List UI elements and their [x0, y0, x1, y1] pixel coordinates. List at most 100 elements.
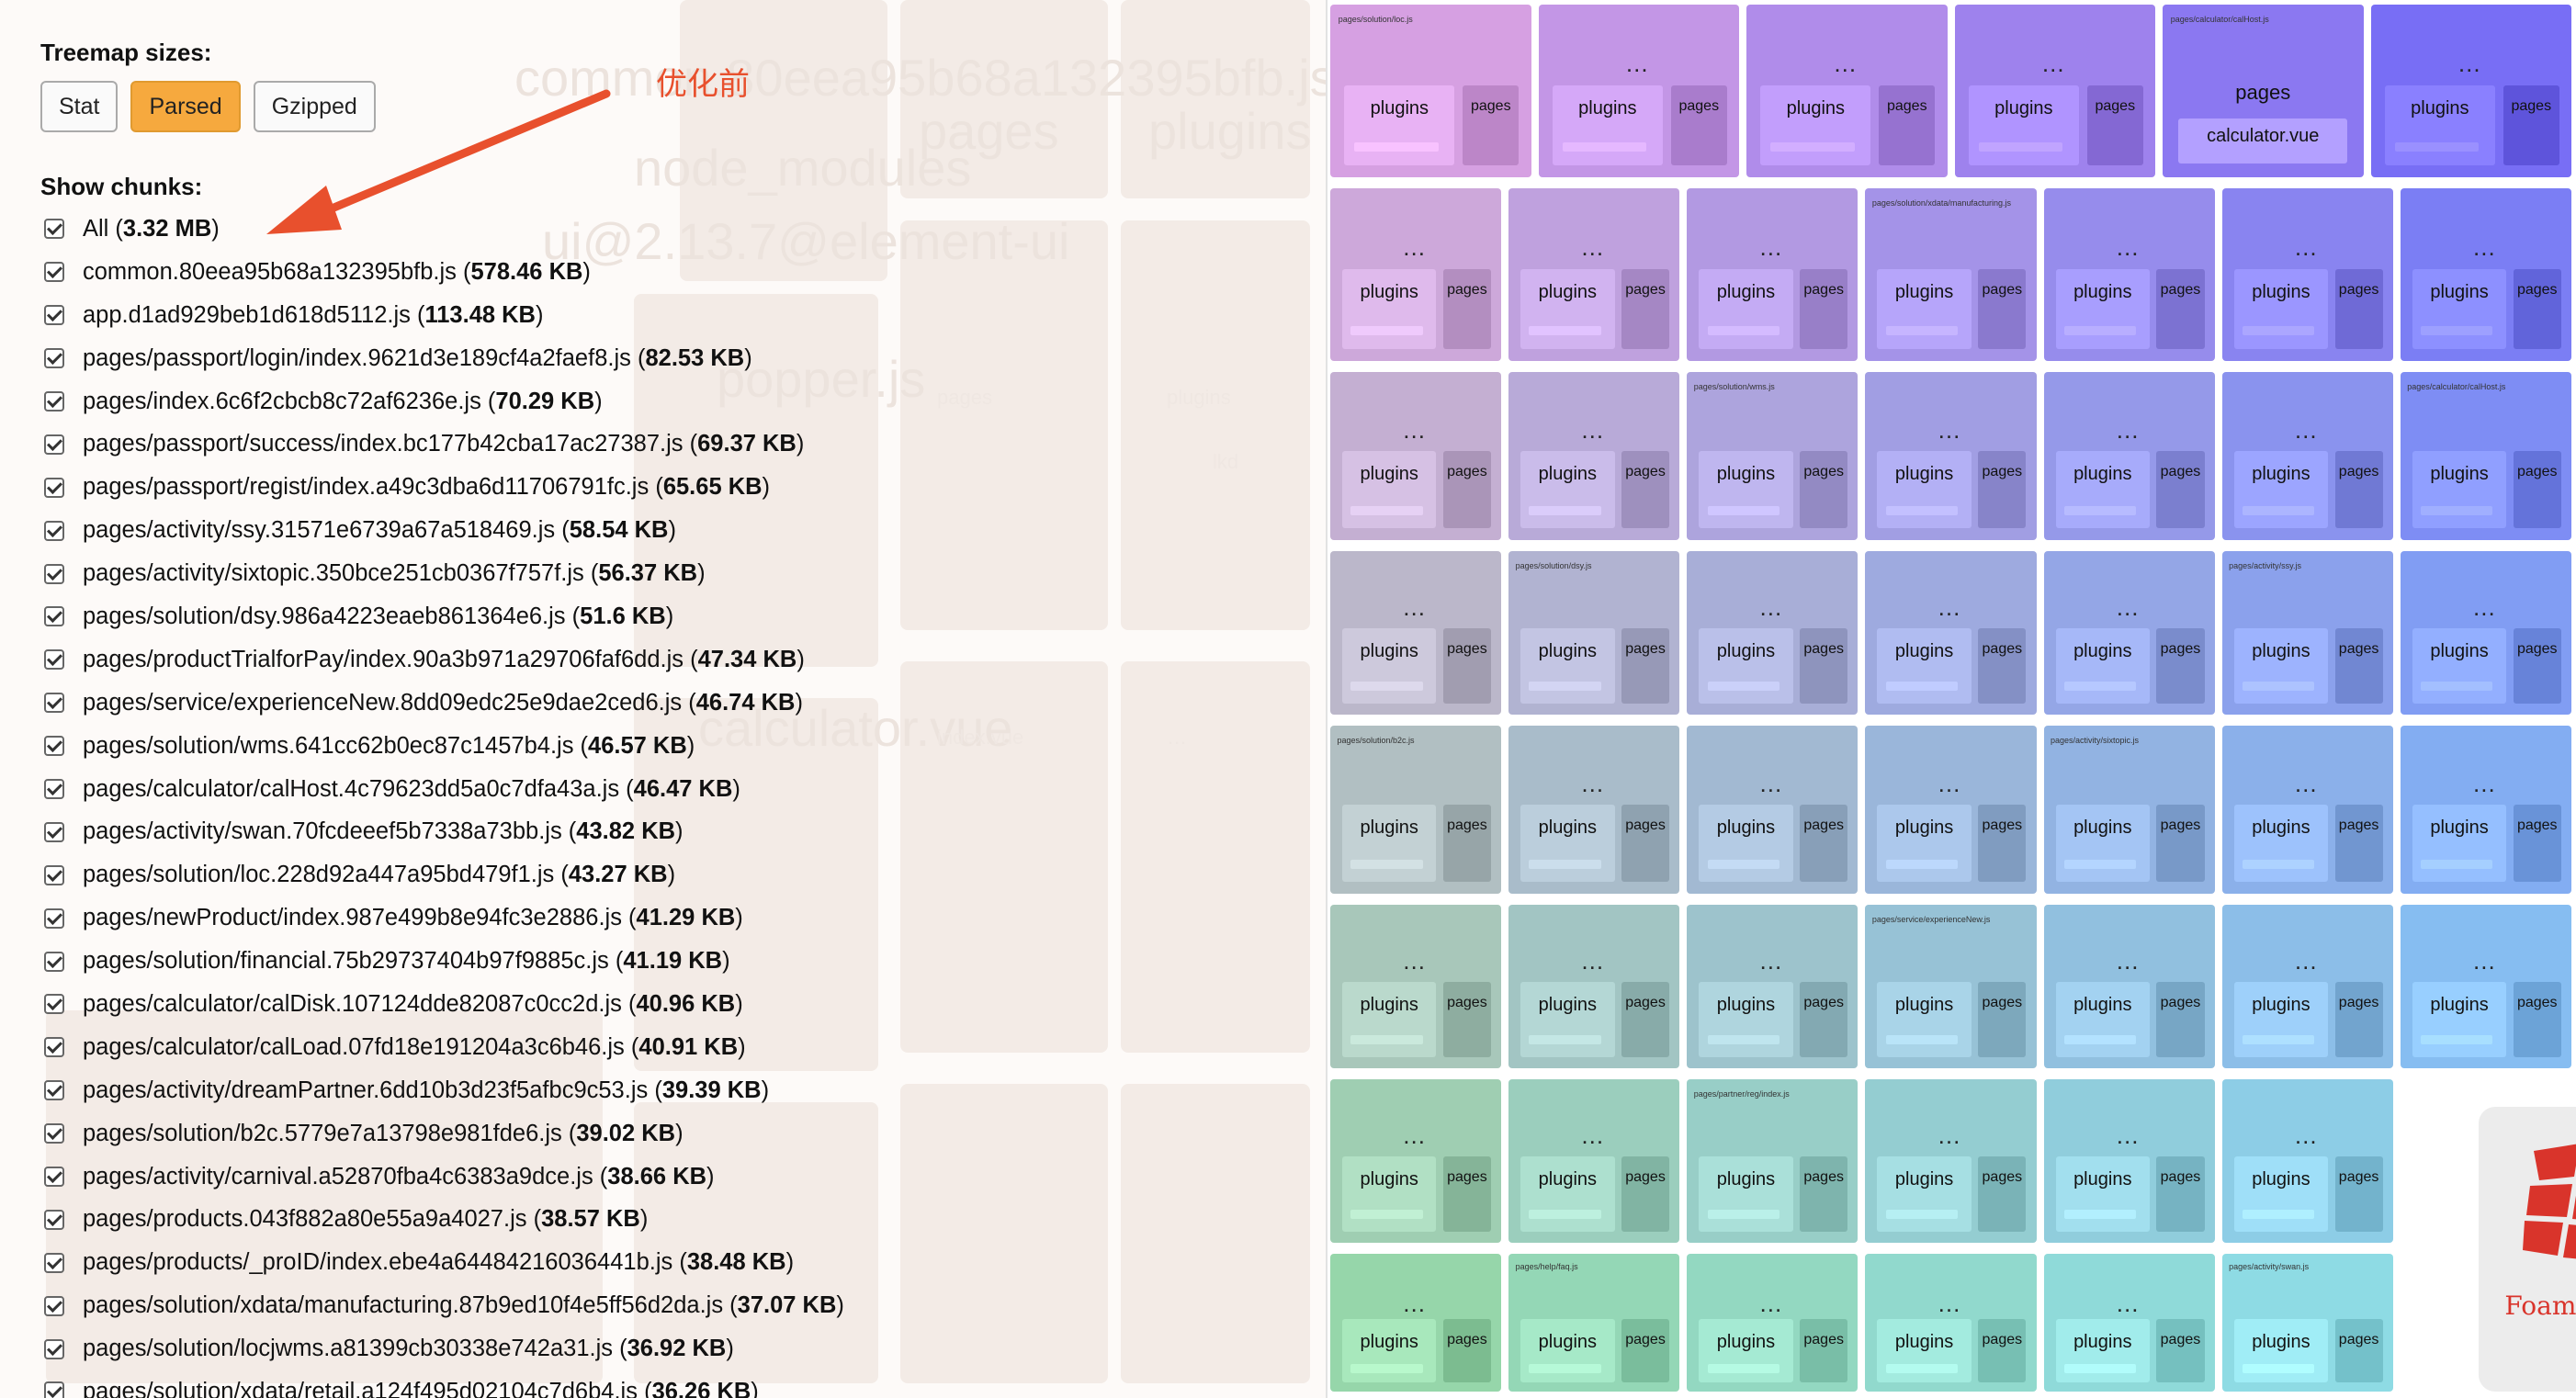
pages-group[interactable]: pages — [1442, 451, 1491, 529]
chunk-item[interactable]: pages/solution/wms.641cc62b0ec87c1457b4.… — [44, 725, 844, 768]
treemap-chunk-tile[interactable]: pages/solution/wms.js plugins pages — [1687, 372, 1859, 540]
pages-group[interactable]: pages — [2156, 981, 2205, 1057]
chunk-checkbox[interactable] — [44, 563, 64, 584]
plugins-group[interactable]: plugins — [1968, 85, 2079, 165]
treemap-chunk-tile[interactable]: pages/calculator/calHost.js plugins pages — [2400, 372, 2571, 540]
chunk-checkbox[interactable] — [44, 1123, 64, 1144]
chunk-item[interactable]: pages/solution/xdata/manufacturing.87b9e… — [44, 1284, 844, 1327]
pages-group[interactable]: pages — [1879, 85, 1936, 165]
plugins-group[interactable]: plugins — [2055, 451, 2150, 529]
treemap-chunk-tile[interactable]: … plugins pages — [2221, 1079, 2393, 1243]
pages-group[interactable]: pages — [1442, 981, 1491, 1057]
plugins-group[interactable]: plugins — [1344, 85, 1455, 165]
plugins-group[interactable]: plugins — [1342, 805, 1437, 883]
chunk-item[interactable]: pages/solution/b2c.5779e7a13798e981fde6.… — [44, 1112, 844, 1156]
plugins-group[interactable]: plugins — [2412, 451, 2507, 529]
pages-group[interactable]: pages — [2156, 1318, 2205, 1382]
chunk-item[interactable]: app.d1ad929beb1d618d5112.js (113.48 KB) — [44, 294, 844, 337]
treemap-chunk-tile[interactable]: … plugins pages — [1687, 551, 1859, 715]
chunk-checkbox[interactable] — [44, 348, 64, 369]
gzipped-size-button[interactable]: Gzipped — [253, 81, 376, 132]
pages-group[interactable]: pages — [2156, 805, 2205, 883]
chunk-item[interactable]: pages/products/_proID/index.ebe4a6448421… — [44, 1241, 844, 1284]
treemap-chunk-tile[interactable]: … plugins pages — [2221, 188, 2393, 361]
chunk-item[interactable]: pages/activity/sixtopic.350bce251cb0367f… — [44, 552, 844, 595]
chunk-item[interactable]: pages/newProduct/index.987e499b8e94fc3e2… — [44, 896, 844, 940]
chunk-item[interactable]: pages/index.6c6f2cbcb8c72af6236e.js (70.… — [44, 380, 844, 423]
chunk-checkbox[interactable] — [44, 219, 64, 240]
pages-group[interactable]: pages — [1621, 269, 1670, 349]
chunk-item[interactable]: pages/activity/ssy.31571e6739a67a518469.… — [44, 509, 844, 552]
pages-group[interactable]: pages — [1621, 1318, 1670, 1382]
plugins-group[interactable]: plugins — [2384, 85, 2495, 165]
chunk-item[interactable]: pages/calculator/calDisk.107124dde82087c… — [44, 983, 844, 1026]
pages-group[interactable]: pages — [2156, 1156, 2205, 1232]
plugins-group[interactable]: plugins — [1877, 627, 1972, 704]
chunk-item[interactable]: pages/service/experienceNew.8dd09edc25e9… — [44, 682, 844, 725]
pages-group[interactable]: pages — [2334, 805, 2383, 883]
pages-group[interactable]: pages — [1978, 805, 2027, 883]
plugins-group[interactable]: plugins — [2233, 627, 2329, 704]
pages-group[interactable]: pages — [2334, 451, 2383, 529]
pages-group[interactable]: pages — [1621, 627, 1670, 704]
pages-group[interactable]: pages — [1978, 451, 2027, 529]
chunk-item[interactable]: pages/products.043f882a80e55a9a4027.js (… — [44, 1198, 844, 1241]
plugins-group[interactable]: plugins — [1520, 269, 1615, 349]
plugins-group[interactable]: plugins — [1520, 451, 1615, 529]
chunk-checkbox[interactable] — [44, 821, 64, 842]
plugins-group[interactable]: plugins — [2055, 981, 2150, 1057]
treemap-chunk-tile[interactable]: … plugins pages — [1330, 188, 1502, 361]
chunk-item[interactable]: pages/activity/carnival.a52870fba4c6383a… — [44, 1156, 844, 1199]
plugins-group[interactable]: plugins — [1342, 627, 1437, 704]
chunk-checkbox[interactable] — [44, 1338, 64, 1359]
treemap-chunk-tile[interactable]: pages/solution/loc.js plugins pages — [1330, 5, 1531, 177]
pages-group[interactable]: pages — [1442, 269, 1491, 349]
chunk-checkbox[interactable] — [44, 649, 64, 671]
pages-group[interactable]: pages — [1800, 805, 1848, 883]
treemap-chunk-tile[interactable]: … plugins pages — [1508, 726, 1680, 894]
plugins-group[interactable]: plugins — [2233, 1156, 2329, 1232]
pages-group[interactable]: pages — [1621, 805, 1670, 883]
treemap-chunk-tile[interactable]: pages/solution/dsy.js plugins pages — [1508, 551, 1680, 715]
plugins-group[interactable]: plugins — [2233, 269, 2329, 349]
plugins-group[interactable]: plugins — [2412, 627, 2507, 704]
pages-group[interactable]: pages — [2086, 85, 2143, 165]
chunk-checkbox[interactable] — [44, 908, 64, 929]
treemap-chunk-tile[interactable]: … plugins pages — [2370, 5, 2571, 177]
plugins-group[interactable]: plugins — [1877, 269, 1972, 349]
plugins-group[interactable]: plugins — [1520, 805, 1615, 883]
chunk-checkbox[interactable] — [44, 864, 64, 885]
treemap-chunk-tile[interactable]: … plugins pages — [1687, 905, 1859, 1068]
plugins-group[interactable]: plugins — [1760, 85, 1871, 165]
chunk-checkbox[interactable] — [44, 262, 64, 283]
plugins-group[interactable]: plugins — [2233, 981, 2329, 1057]
plugins-group[interactable]: plugins — [1552, 85, 1663, 165]
chunk-checkbox[interactable] — [44, 1252, 64, 1273]
pages-group[interactable]: pages — [1621, 981, 1670, 1057]
plugins-group[interactable]: plugins — [2055, 805, 2150, 883]
pages-group[interactable]: pages — [1670, 85, 1727, 165]
chunk-checkbox[interactable] — [44, 951, 64, 972]
chunk-item[interactable]: pages/solution/dsy.986a4223eaeb861364e6.… — [44, 595, 844, 638]
chunk-checkbox[interactable] — [44, 994, 64, 1015]
treemap-chunk-tile[interactable]: … plugins pages — [1865, 726, 2037, 894]
chunk-checkbox[interactable] — [44, 736, 64, 757]
chunk-item[interactable]: pages/solution/loc.228d92a447a95bd479f1.… — [44, 853, 844, 896]
chunk-item[interactable]: common.80eea95b68a132395bfb.js (578.46 K… — [44, 251, 844, 294]
pages-group[interactable]: pages — [1978, 981, 2027, 1057]
treemap-chunk-tile[interactable]: pages/activity/ssy.js plugins pages — [2221, 551, 2393, 715]
plugins-group[interactable]: plugins — [1342, 269, 1437, 349]
treemap-chunk-tile[interactable]: … plugins pages — [1746, 5, 1948, 177]
treemap-chunk-tile[interactable]: pages/service/experienceNew.js plugins pag… — [1865, 905, 2037, 1068]
treemap-chunk-tile[interactable]: … plugins pages — [1687, 1254, 1859, 1392]
treemap-chunk-tile[interactable]: pages/help/faq.js plugins pages — [1508, 1254, 1680, 1392]
pages-group[interactable]: pages — [2513, 269, 2561, 349]
chunk-item[interactable]: pages/calculator/calHost.4c79623dd5a0c7d… — [44, 768, 844, 811]
pages-group[interactable]: pages — [1978, 269, 2027, 349]
chunk-checkbox[interactable] — [44, 434, 64, 455]
plugins-group[interactable]: plugins — [1342, 981, 1437, 1057]
plugins-group[interactable]: plugins — [1699, 805, 1793, 883]
treemap-chunk-tile[interactable]: … plugins pages — [1330, 372, 1502, 540]
treemap-chunk-tile[interactable]: … plugins pages — [1330, 1079, 1502, 1243]
pages-group[interactable]: pages — [2334, 627, 2383, 704]
